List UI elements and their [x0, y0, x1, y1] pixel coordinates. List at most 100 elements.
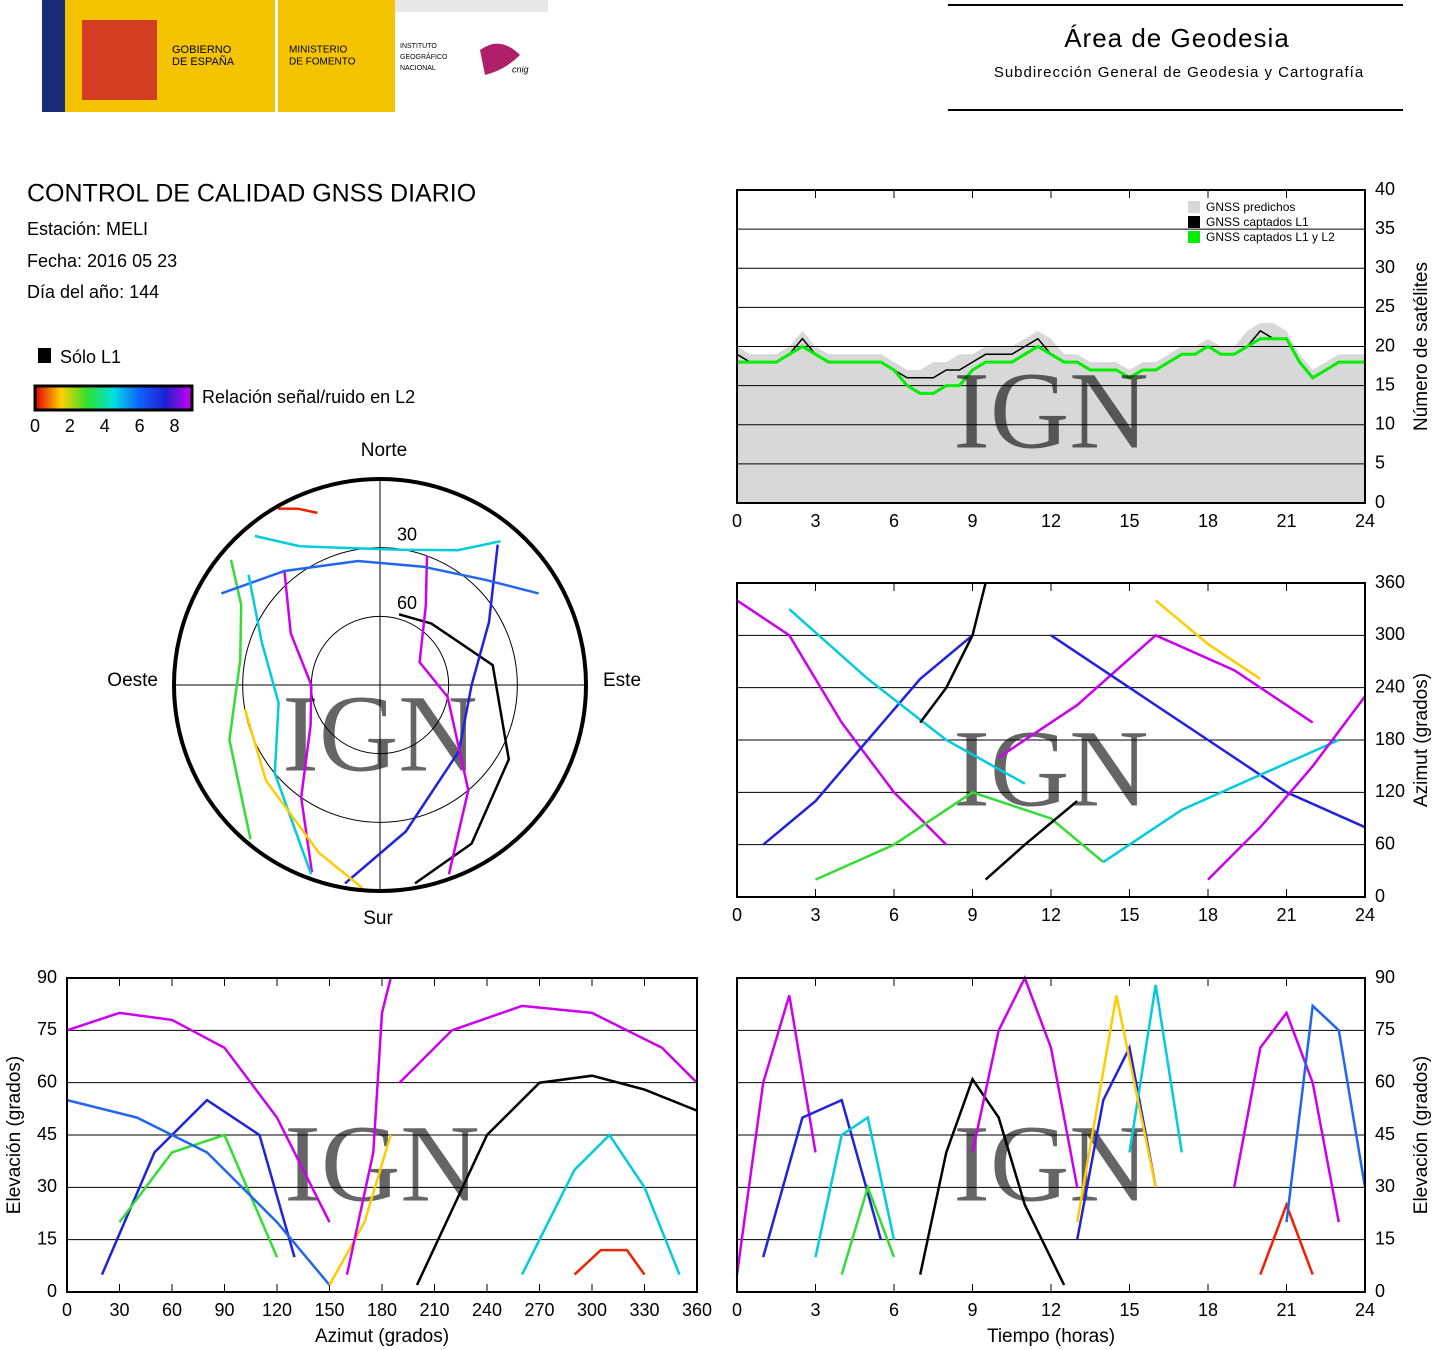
- colorbar: [33, 384, 194, 412]
- x-tick-label: 12: [1041, 905, 1061, 925]
- y-tick-label: 90: [1375, 967, 1395, 987]
- x-tick-label: 240: [472, 1300, 502, 1320]
- x-tick-label: 120: [262, 1300, 292, 1320]
- satellite-track: [100, 1098, 296, 1276]
- satellite-track: [66, 1011, 331, 1223]
- area-title: Área de Geodesia: [1064, 23, 1290, 53]
- colorbar-tick: 8: [170, 416, 180, 436]
- y-tick-label: 25: [1375, 296, 1395, 316]
- logo-strip: [395, 0, 548, 12]
- y-axis-label: Elevación (grados): [1411, 1056, 1432, 1214]
- legend-label: GNSS captados L1 y L2: [1206, 230, 1335, 244]
- x-axis-label: Tiempo (horas): [987, 1326, 1115, 1347]
- colorbar-tick: 2: [65, 416, 75, 436]
- colorbar-tick: 0: [30, 416, 40, 436]
- satellite-track: [398, 613, 511, 885]
- satellite-track: [520, 1133, 681, 1276]
- direction-label: Norte: [361, 440, 407, 461]
- satellite-track: [328, 1134, 392, 1286]
- y-tick-label: 360: [1375, 572, 1405, 592]
- y-tick-label: 5: [1375, 453, 1385, 473]
- x-tick-label: 330: [629, 1300, 659, 1320]
- satellite-track: [398, 1004, 698, 1084]
- x-tick-label: 0: [62, 1300, 72, 1320]
- satellite-track: [814, 790, 1105, 881]
- satellite-track: [1102, 738, 1340, 864]
- x-tick-label: 15: [1119, 511, 1139, 531]
- x-tick-label: 9: [967, 511, 977, 531]
- x-tick-label: 24: [1355, 1300, 1375, 1320]
- l1-swatch: [38, 348, 51, 363]
- x-tick-label: 3: [810, 905, 820, 925]
- x-tick-label: 18: [1198, 1300, 1218, 1320]
- logo-text: DE FOMENTO: [289, 57, 356, 68]
- plot-frame: [66, 977, 698, 1293]
- y-tick-label: 60: [1375, 1071, 1395, 1091]
- cnig-logo: [480, 43, 520, 75]
- y-tick-label: 40: [1375, 179, 1395, 199]
- station: Estación: MELI: [27, 219, 148, 239]
- logo-text: DE ESPAÑA: [172, 55, 235, 68]
- satellite-track: [345, 977, 392, 1275]
- x-tick-label: 3: [810, 511, 820, 531]
- watermark: IGN: [953, 707, 1149, 829]
- plot-frame: [736, 189, 1366, 504]
- logo-text: INSTITUTO: [400, 43, 437, 50]
- y-tick-label: 15: [37, 1228, 57, 1248]
- satellite-track: [415, 1074, 698, 1286]
- count-line: [737, 337, 1365, 395]
- y-axis-label: Número de satélites: [1411, 262, 1432, 431]
- satellite-track: [1075, 995, 1157, 1223]
- y-tick-label: 180: [1375, 729, 1405, 749]
- coat-of-arms: [82, 20, 157, 100]
- legend-swatch: [1188, 216, 1200, 228]
- y-tick-label: 30: [1375, 1176, 1395, 1196]
- satellite-track: [220, 559, 539, 595]
- logo-text: GEOGRÁFICO: [400, 52, 448, 61]
- logo: GOBIERNO DE ESPAÑA MINISTERIO DE FOMENTO…: [42, 0, 548, 112]
- x-axis-label: Azimut (grados): [315, 1326, 449, 1347]
- date: Fecha: 2016 05 23: [27, 251, 177, 271]
- satellite-track: [919, 582, 987, 724]
- satellite-track: [736, 599, 948, 846]
- y-tick-label: 90: [37, 967, 57, 987]
- satellite-track: [278, 507, 318, 515]
- x-tick-label: 270: [524, 1300, 554, 1320]
- direction-label: Oeste: [107, 670, 158, 691]
- satellite-track: [984, 800, 1078, 881]
- satellite-track: [66, 1098, 331, 1286]
- x-tick-label: 210: [419, 1300, 449, 1320]
- predicted-area: [737, 323, 1365, 503]
- legend-swatch: [1188, 231, 1200, 243]
- y-tick-label: 45: [37, 1124, 57, 1144]
- watermark: IGN: [953, 1102, 1149, 1224]
- satellite-track: [1259, 1201, 1314, 1276]
- x-tick-label: 0: [732, 905, 742, 925]
- legend-swatch: [1188, 201, 1200, 213]
- logo-text: NACIONAL: [400, 65, 436, 72]
- x-tick-label: 0: [732, 511, 742, 531]
- x-tick-label: 0: [732, 1300, 742, 1320]
- x-tick-label: 15: [1119, 905, 1139, 925]
- satellite-track: [788, 608, 1026, 785]
- y-tick-label: 45: [1375, 1124, 1395, 1144]
- y-tick-label: 60: [37, 1071, 57, 1091]
- y-tick-label: 300: [1375, 624, 1405, 644]
- satellite-track: [814, 1115, 896, 1258]
- satellite-track: [762, 634, 974, 846]
- satellite-track: [283, 570, 314, 873]
- y-tick-label: 75: [1375, 1019, 1395, 1039]
- satellite-track: [998, 633, 1314, 759]
- y-tick-label: 0: [47, 1281, 57, 1301]
- x-tick-label: 24: [1355, 511, 1375, 531]
- x-tick-label: 3: [810, 1300, 820, 1320]
- x-tick-label: 90: [214, 1300, 234, 1320]
- y-tick-label: 0: [1375, 492, 1385, 512]
- x-tick-label: 24: [1355, 905, 1375, 925]
- direction-label: Este: [603, 670, 641, 691]
- y-tick-label: 75: [37, 1019, 57, 1039]
- y-axis-label: Elevación (grados): [4, 1056, 25, 1214]
- colorbar-label: Relación señal/ruido en L2: [202, 387, 415, 407]
- x-tick-label: 21: [1276, 1300, 1296, 1320]
- logo-text: cnig: [512, 64, 529, 74]
